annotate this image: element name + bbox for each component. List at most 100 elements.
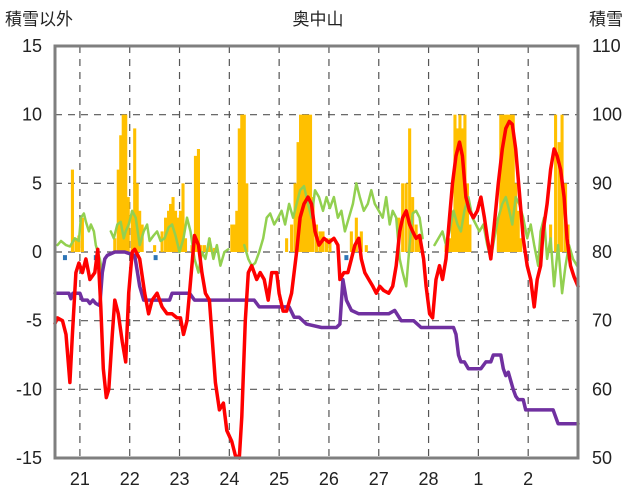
snowfall-bar (160, 231, 164, 252)
snowfall-bar (232, 224, 236, 252)
snowfall-bar (169, 203, 173, 252)
snowfall-bar (167, 210, 171, 252)
snowfall-bar (196, 149, 200, 252)
x-tick: 25 (269, 469, 289, 489)
snowfall-bar (207, 238, 211, 252)
series-lines (53, 119, 580, 460)
snowfall-bar (506, 114, 510, 253)
snowfall-bar (324, 238, 329, 252)
snowfall-bar (359, 231, 363, 252)
snowfall-bar (153, 245, 157, 252)
snowfall-bar (514, 183, 518, 252)
wind-line (56, 182, 579, 295)
snowfall-bar (328, 238, 332, 252)
snowfall-bar (349, 231, 353, 252)
snowfall-bar (519, 238, 523, 252)
x-tick: 24 (219, 469, 239, 489)
snowfall-bar (299, 114, 303, 253)
y-axis-label-left: 積雪以外 (5, 10, 73, 30)
x-axis-ticks: 21 22 23 24 25 26 27 28 1 2 (70, 469, 533, 489)
y-tick-right: 70 (592, 311, 612, 331)
grid-lines (55, 46, 578, 458)
snowfall-bar (113, 238, 117, 252)
x-tick: 28 (419, 469, 439, 489)
snowfall-bar (511, 114, 515, 253)
snowfall-bar (447, 238, 452, 252)
snowfall-bar (130, 210, 134, 252)
y-tick-left: 10 (22, 105, 42, 125)
y-tick-left: 5 (32, 173, 42, 193)
snowfall-bar (460, 128, 464, 252)
snowfall-bar (245, 183, 249, 252)
snowfall-bar (181, 183, 185, 252)
snowfall-bar (501, 114, 505, 253)
y-tick-right: 110 (592, 36, 621, 56)
snowfall-bar (290, 224, 294, 252)
snowfall-bar (124, 114, 128, 253)
snowfall-bar (74, 238, 78, 252)
snowfall-bar (303, 114, 308, 253)
y-tick-right: 100 (592, 105, 622, 125)
snowfall-bar (80, 217, 84, 252)
precip-marker (62, 255, 67, 261)
y-tick-left: -15 (16, 448, 42, 468)
x-tick: 1 (473, 469, 483, 489)
snowfall-bar (499, 114, 503, 253)
y-tick-left: 15 (22, 36, 42, 56)
snowfall-bar (364, 245, 368, 252)
snowfall-bar (557, 142, 561, 252)
snowfall-bar (119, 135, 123, 252)
snowfall-bar (509, 114, 513, 253)
snowfall-bar (306, 114, 310, 253)
snow_depth-line (53, 250, 580, 426)
y-tick-right: 90 (592, 173, 612, 193)
y-axis-label-right: 積雪 (589, 10, 623, 30)
snowfall-bar (176, 217, 180, 252)
x-tick: 21 (70, 469, 90, 489)
snowfall-bar (450, 210, 455, 252)
left-axis-ticks: 15 10 5 0 -5 -10 -15 (16, 36, 42, 468)
x-tick: 22 (120, 469, 140, 489)
snowfall-bar (138, 210, 142, 252)
snowfall-bar (408, 128, 412, 252)
snowfall-bar (202, 245, 206, 252)
snowfall-bar (116, 169, 120, 252)
y-tick-right: 50 (592, 448, 612, 468)
temperature-line (53, 119, 580, 460)
snowfall-bar (237, 128, 241, 252)
y-tick-left: -5 (26, 311, 42, 331)
snowfall-bar (135, 183, 139, 252)
snowfall-bar (240, 114, 244, 253)
snowfall-bar (235, 210, 239, 252)
y-tick-left: -10 (16, 379, 42, 399)
snowfall-bar (301, 114, 305, 253)
snowfall-bar (465, 183, 469, 252)
snowfall-bar (77, 235, 81, 252)
right-axis-ticks: 110 100 90 80 70 60 50 (592, 36, 622, 468)
precip-marker (153, 255, 158, 261)
snowfall-bar (468, 224, 472, 252)
x-tick: 27 (369, 469, 389, 489)
y-tick-right: 60 (592, 379, 612, 399)
snowfall-bar (504, 114, 508, 253)
snowfall-bar (354, 217, 358, 252)
snowfall-bar (199, 245, 203, 252)
x-tick: 23 (170, 469, 190, 489)
snowfall-bar (417, 238, 421, 252)
snowfall-bar (293, 183, 297, 252)
snowfall-bar (554, 114, 558, 253)
snowfall-bar (458, 114, 462, 253)
snowfall-bar (178, 210, 183, 252)
snowfall-bar (183, 238, 188, 252)
snowfall-bar (242, 114, 246, 253)
snowfall-bar (455, 128, 460, 252)
chart-title: 奥中山 (293, 10, 344, 30)
y-tick-left: 0 (32, 242, 42, 262)
snowfall-bar (70, 169, 74, 252)
snowfall-bar (121, 114, 125, 253)
snowfall-bar (496, 217, 500, 252)
plot-frame (53, 44, 580, 460)
precip-marker (344, 255, 349, 261)
x-tick: 2 (523, 469, 533, 489)
